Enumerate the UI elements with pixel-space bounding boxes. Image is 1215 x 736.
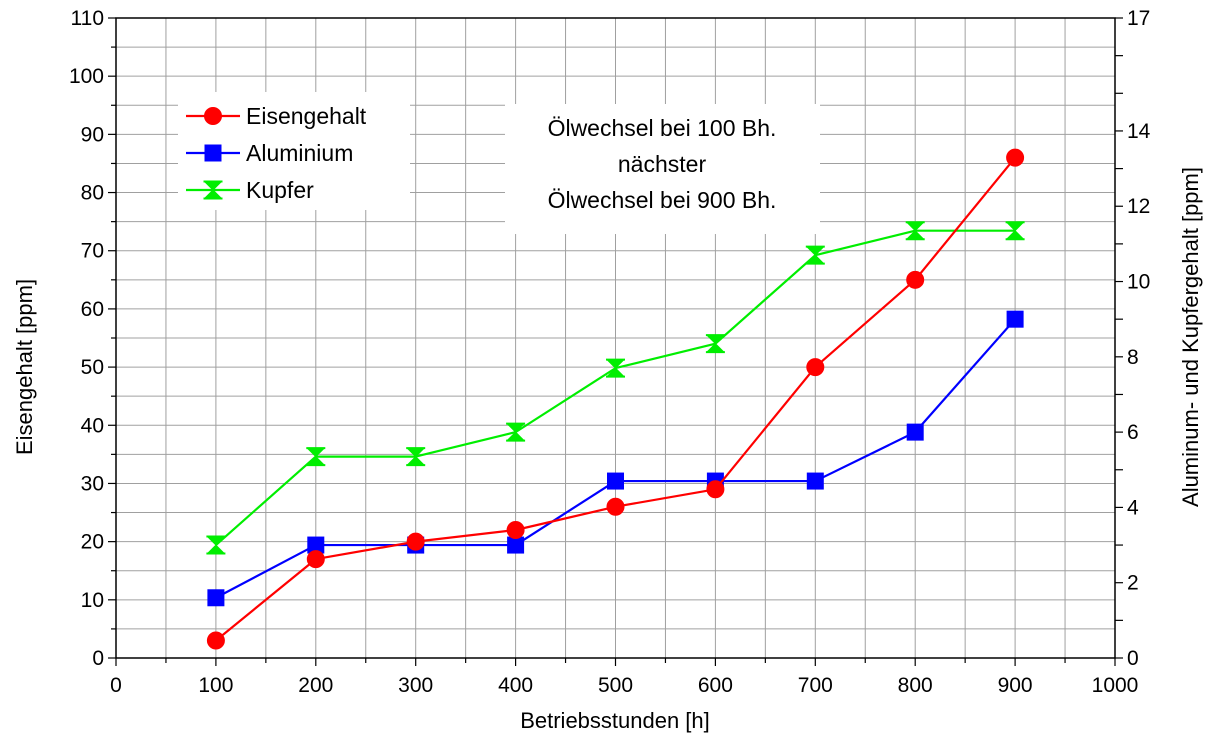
legend-label: Aluminium (246, 140, 353, 166)
y2-axis-label: Aluminum- und Kupfergehalt [ppm] (1178, 167, 1203, 507)
x-tick-label: 600 (698, 674, 733, 697)
data-point (506, 521, 525, 539)
data-point (306, 550, 325, 569)
annotation-background (505, 104, 820, 234)
data-point (607, 472, 624, 490)
y2-tick-label: 17 (1127, 7, 1150, 30)
y-axis-label: Eisengehalt [ppm] (12, 279, 37, 455)
legend-label: Eisengehalt (246, 103, 367, 129)
annotation-line: nächster (618, 151, 707, 177)
y-tick-label: 20 (81, 531, 104, 554)
data-point (507, 536, 525, 554)
annotation-line: Ölwechsel bei 100 Bh. (548, 115, 777, 141)
y-tick-label: 60 (81, 298, 104, 321)
y2-tick-label: 14 (1127, 120, 1151, 143)
data-point (806, 358, 825, 377)
x-tick-label: 700 (798, 674, 833, 697)
data-point (206, 536, 225, 555)
x-tick-label: 200 (298, 674, 333, 697)
x-tick-label: 100 (198, 674, 233, 697)
series-kupfer (206, 221, 1025, 555)
y-tick-label: 70 (81, 240, 104, 263)
data-point (1006, 310, 1024, 328)
y-tick-label: 50 (81, 356, 104, 379)
data-point (506, 423, 525, 442)
data-point (207, 589, 225, 607)
y2-tick-label: 6 (1127, 421, 1139, 444)
annotation: Ölwechsel bei 100 Bh. nächster Ölwechsel b… (505, 104, 820, 234)
x-tick-label: 800 (898, 674, 933, 697)
data-point (706, 480, 725, 499)
annotation-line: Ölwechsel bei 900 Bh. (548, 187, 777, 213)
y2-axis-ticks: 0 2 4 6 8 10 12 14 17 (1115, 7, 1151, 670)
y-tick-label: 80 (81, 182, 104, 205)
y2-tick-label: 0 (1127, 647, 1139, 670)
series-eisengehalt (206, 148, 1025, 650)
y2-tick-label: 2 (1127, 572, 1139, 595)
data-point (1006, 148, 1025, 167)
x-tick-label: 300 (398, 674, 433, 697)
data-point (606, 497, 625, 516)
data-point (806, 472, 824, 490)
y2-tick-label: 12 (1127, 195, 1150, 218)
data-point (606, 359, 625, 378)
legend-marker (204, 144, 222, 162)
y-tick-label: 0 (92, 647, 104, 670)
x-tick-label: 1000 (1092, 674, 1139, 697)
series-aluminium (207, 310, 1024, 607)
y2-tick-label: 8 (1127, 346, 1139, 369)
y-tick-label: 10 (81, 589, 104, 612)
legend: Eisengehalt Aluminium Kupfer (178, 92, 410, 210)
y-tick-label: 90 (81, 123, 104, 146)
x-tick-label: 0 (110, 674, 122, 697)
y-tick-label: 100 (69, 65, 104, 88)
y2-tick-label: 4 (1127, 496, 1139, 519)
y2-tick-label: 10 (1127, 271, 1150, 294)
x-tick-label: 500 (598, 674, 633, 697)
x-tick-label: 400 (498, 674, 533, 697)
legend-marker (204, 107, 222, 125)
data-point (406, 532, 425, 551)
data-point (307, 536, 325, 554)
data-point (906, 270, 925, 289)
y-axis-ticks: 0 10 20 30 40 50 60 70 80 90 100 110 (69, 7, 116, 670)
data-point (206, 631, 225, 650)
data-point (806, 246, 825, 265)
data-point (906, 423, 924, 441)
y-tick-label: 30 (81, 472, 104, 495)
x-axis-label: Betriebsstunden [h] (520, 708, 710, 733)
y-tick-label: 40 (81, 414, 104, 437)
x-axis-ticks: 0 100 200 300 400 500 600 700 800 900 1000 (110, 658, 1138, 697)
data-series (206, 148, 1025, 650)
y-tick-label: 110 (71, 7, 104, 30)
legend-label: Kupfer (246, 177, 314, 203)
x-tick-label: 900 (998, 674, 1033, 697)
data-point (706, 334, 725, 353)
